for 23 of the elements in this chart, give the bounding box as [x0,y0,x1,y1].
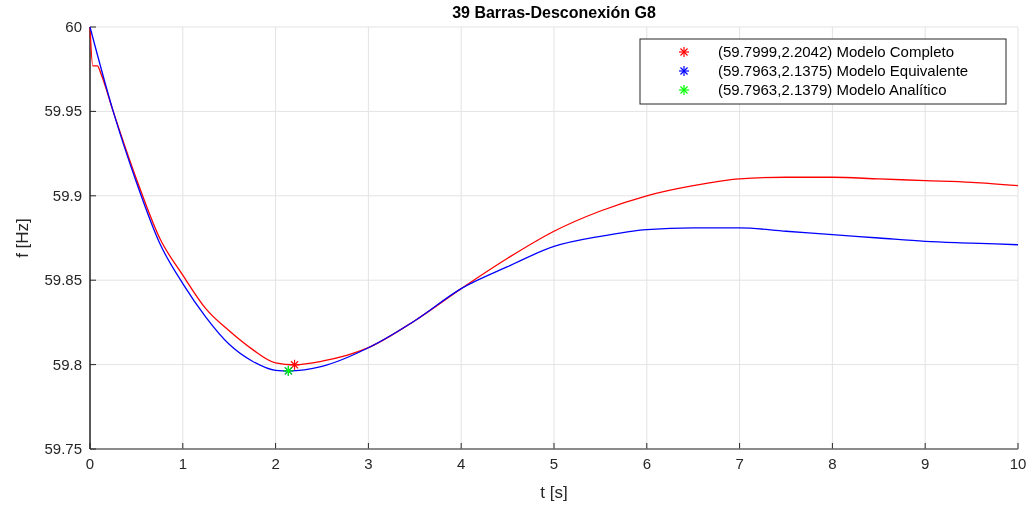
x-axis-title: t [s] [540,483,568,502]
x-tick-label: 9 [921,455,930,472]
legend-label: (59.7963,2.1379) Modelo Analítico [718,81,947,98]
y-tick-label: 59.8 [52,355,82,373]
x-tick-label: 5 [549,455,559,472]
x-tick-label: 10 [1009,455,1027,472]
x-tick-label: 4 [457,455,466,472]
legend-label: (59.7963,2.1375) Modelo Equivalente [718,62,969,79]
legend-label: (59.7999,2.2042) Modelo Completo [718,43,954,60]
x-tick-label: 8 [828,455,837,472]
y-tick-label: 59.9 [52,186,82,204]
x-tick-label: 3 [364,455,373,472]
y-tick-label: 59.85 [44,271,82,289]
y-tick-label: 59.75 [44,440,82,457]
x-tick-label: 2 [271,455,280,472]
x-tick-label: 6 [642,455,651,472]
x-tick-label: 7 [735,455,744,472]
x-tick-label: 0 [85,455,95,472]
y-tick-label: 59.95 [44,102,82,120]
x-tick-label: 1 [178,455,187,472]
chart-title: 39 Barras-Desconexión G8 [452,4,656,21]
y-axis-title: f [Hz] [13,218,32,258]
y-tick-label: 60 [65,18,82,35]
